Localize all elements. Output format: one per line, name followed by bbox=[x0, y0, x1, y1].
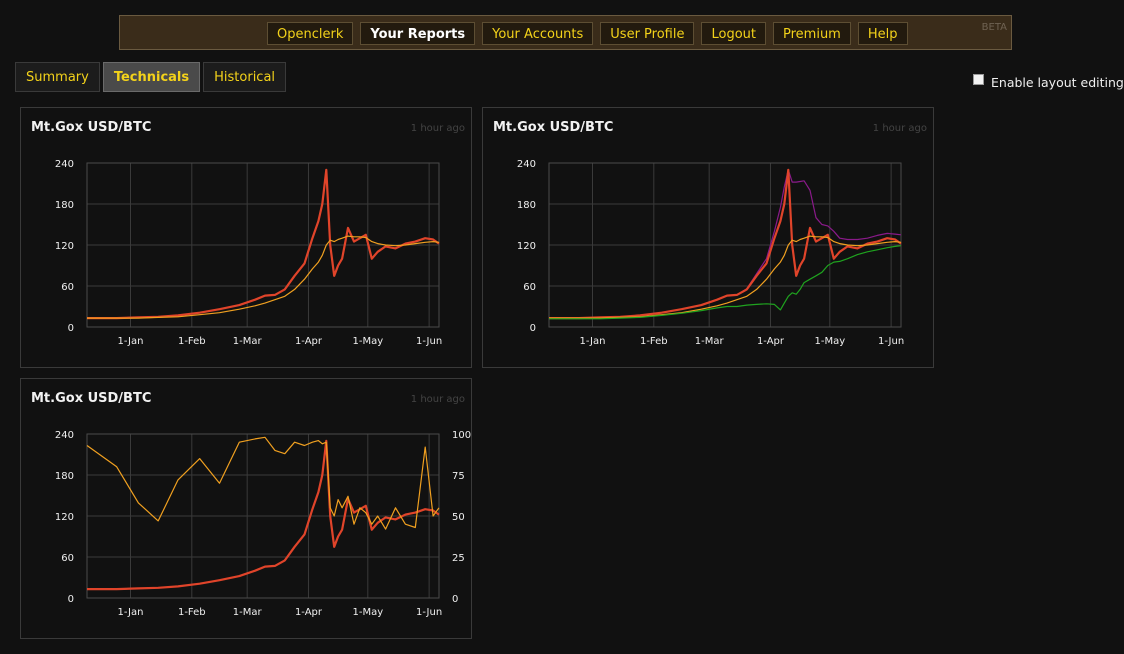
y-tick-label: 180 bbox=[55, 200, 74, 211]
chart-plot: 0 60 120 180 240 0 25 50 75 100 1-Jan 1-Feb 1-Mar 1-A… bbox=[55, 430, 471, 618]
widget-title: Mt.Gox USD/BTC bbox=[31, 120, 152, 135]
x-tick-label: 1-Jun bbox=[878, 336, 904, 347]
nav-openclerk[interactable]: Openclerk bbox=[267, 22, 354, 45]
widget-age: 1 hour ago bbox=[410, 394, 465, 405]
chart-widget-3: 0 60 120 180 240 0 25 50 75 100 1-Jan 1-Feb 1-Mar 1-A… bbox=[20, 378, 472, 639]
nav-your-accounts[interactable]: Your Accounts bbox=[482, 22, 594, 45]
chart-plot: 0 60 120 180 240 1-Jan 1-Feb 1-Mar 1-Apr 1-May 1-J… bbox=[55, 159, 442, 347]
plot-frame bbox=[86, 162, 440, 328]
series-line-2 bbox=[87, 235, 440, 319]
y-tick-label: 240 bbox=[55, 430, 74, 441]
y-tick-label: 60 bbox=[61, 553, 74, 564]
series-line-1 bbox=[87, 439, 440, 591]
y-tick-label: 0 bbox=[68, 594, 74, 605]
y-tick-label: 180 bbox=[517, 200, 536, 211]
series-line-1 bbox=[87, 168, 440, 320]
x-tick-label: 1-Jun bbox=[416, 336, 442, 347]
top-nav: Openclerk Your Reports Your Accounts Use… bbox=[119, 15, 1012, 50]
plot-frame bbox=[548, 162, 902, 328]
x-tick-label: 1-Jan bbox=[118, 336, 144, 347]
widget-age: 1 hour ago bbox=[872, 123, 927, 134]
y-tick-label: 120 bbox=[55, 241, 74, 252]
series-line-2 bbox=[86, 436, 440, 530]
y-tick-label: 120 bbox=[517, 241, 536, 252]
plot-frame bbox=[86, 433, 440, 599]
beta-badge: BETA bbox=[981, 22, 1007, 33]
layout-editing-checkbox[interactable] bbox=[973, 74, 984, 85]
layout-editing-label: Enable layout editing bbox=[991, 75, 1124, 90]
widget-title: Mt.Gox USD/BTC bbox=[31, 391, 152, 406]
nav-help[interactable]: Help bbox=[857, 22, 908, 45]
widget-age: 1 hour ago bbox=[410, 123, 465, 134]
tab-summary[interactable]: Summary bbox=[15, 62, 100, 92]
series-line-4 bbox=[549, 245, 902, 320]
tab-historical[interactable]: Historical bbox=[203, 62, 287, 92]
x-tick-label: 1-Apr bbox=[295, 607, 323, 618]
series-line-3 bbox=[549, 235, 902, 319]
tab-technicals[interactable]: Technicals bbox=[102, 62, 201, 92]
y2-tick-label: 100 bbox=[452, 430, 471, 441]
layout-editing-toggle: Enable layout editing bbox=[973, 74, 1124, 90]
x-tick-label: 1-Jun bbox=[416, 607, 442, 618]
chart-widget-1: 0 60 120 180 240 1-Jan 1-Feb 1-Mar 1-Apr 1-May 1-J… bbox=[20, 107, 472, 368]
y-tick-label: 60 bbox=[523, 282, 536, 293]
nav-links: Openclerk Your Reports Your Accounts Use… bbox=[267, 22, 908, 45]
series-line-2 bbox=[549, 168, 902, 320]
y-tick-label: 60 bbox=[61, 282, 74, 293]
y-tick-label: 120 bbox=[55, 512, 74, 523]
nav-your-reports[interactable]: Your Reports bbox=[360, 22, 476, 45]
x-tick-label: 1-Feb bbox=[178, 607, 206, 618]
x-tick-label: 1-Mar bbox=[233, 336, 263, 347]
x-tick-label: 1-Apr bbox=[295, 336, 323, 347]
x-tick-label: 1-Feb bbox=[178, 336, 206, 347]
x-tick-label: 1-Feb bbox=[640, 336, 668, 347]
y-tick-label: 0 bbox=[68, 323, 74, 334]
chart-widget-2: 0 60 120 180 240 1-Jan 1-Feb 1-Mar 1-Apr 1-May 1-J… bbox=[482, 107, 934, 368]
x-tick-label: 1-May bbox=[814, 336, 845, 347]
nav-user-profile[interactable]: User Profile bbox=[600, 22, 695, 45]
x-tick-label: 1-Mar bbox=[233, 607, 263, 618]
chart-plot: 0 60 120 180 240 1-Jan 1-Feb 1-Mar 1-Apr 1-May 1-J… bbox=[517, 159, 904, 347]
x-tick-label: 1-Mar bbox=[695, 336, 725, 347]
report-tabs: Summary Technicals Historical bbox=[15, 62, 287, 92]
y-tick-label: 0 bbox=[530, 323, 536, 334]
y2-tick-label: 0 bbox=[452, 594, 458, 605]
nav-premium[interactable]: Premium bbox=[773, 22, 851, 45]
x-tick-label: 1-Jan bbox=[580, 336, 606, 347]
widget-title: Mt.Gox USD/BTC bbox=[493, 120, 614, 135]
y-tick-label: 240 bbox=[517, 159, 536, 170]
y-tick-label: 180 bbox=[55, 471, 74, 482]
x-tick-label: 1-Jan bbox=[118, 607, 144, 618]
nav-logout[interactable]: Logout bbox=[701, 22, 766, 45]
x-tick-label: 1-May bbox=[352, 607, 383, 618]
y2-tick-label: 25 bbox=[452, 553, 465, 564]
x-tick-label: 1-Apr bbox=[757, 336, 785, 347]
y2-tick-label: 75 bbox=[452, 471, 465, 482]
y-tick-label: 240 bbox=[55, 159, 74, 170]
x-tick-label: 1-May bbox=[352, 336, 383, 347]
y2-tick-label: 50 bbox=[452, 512, 465, 523]
